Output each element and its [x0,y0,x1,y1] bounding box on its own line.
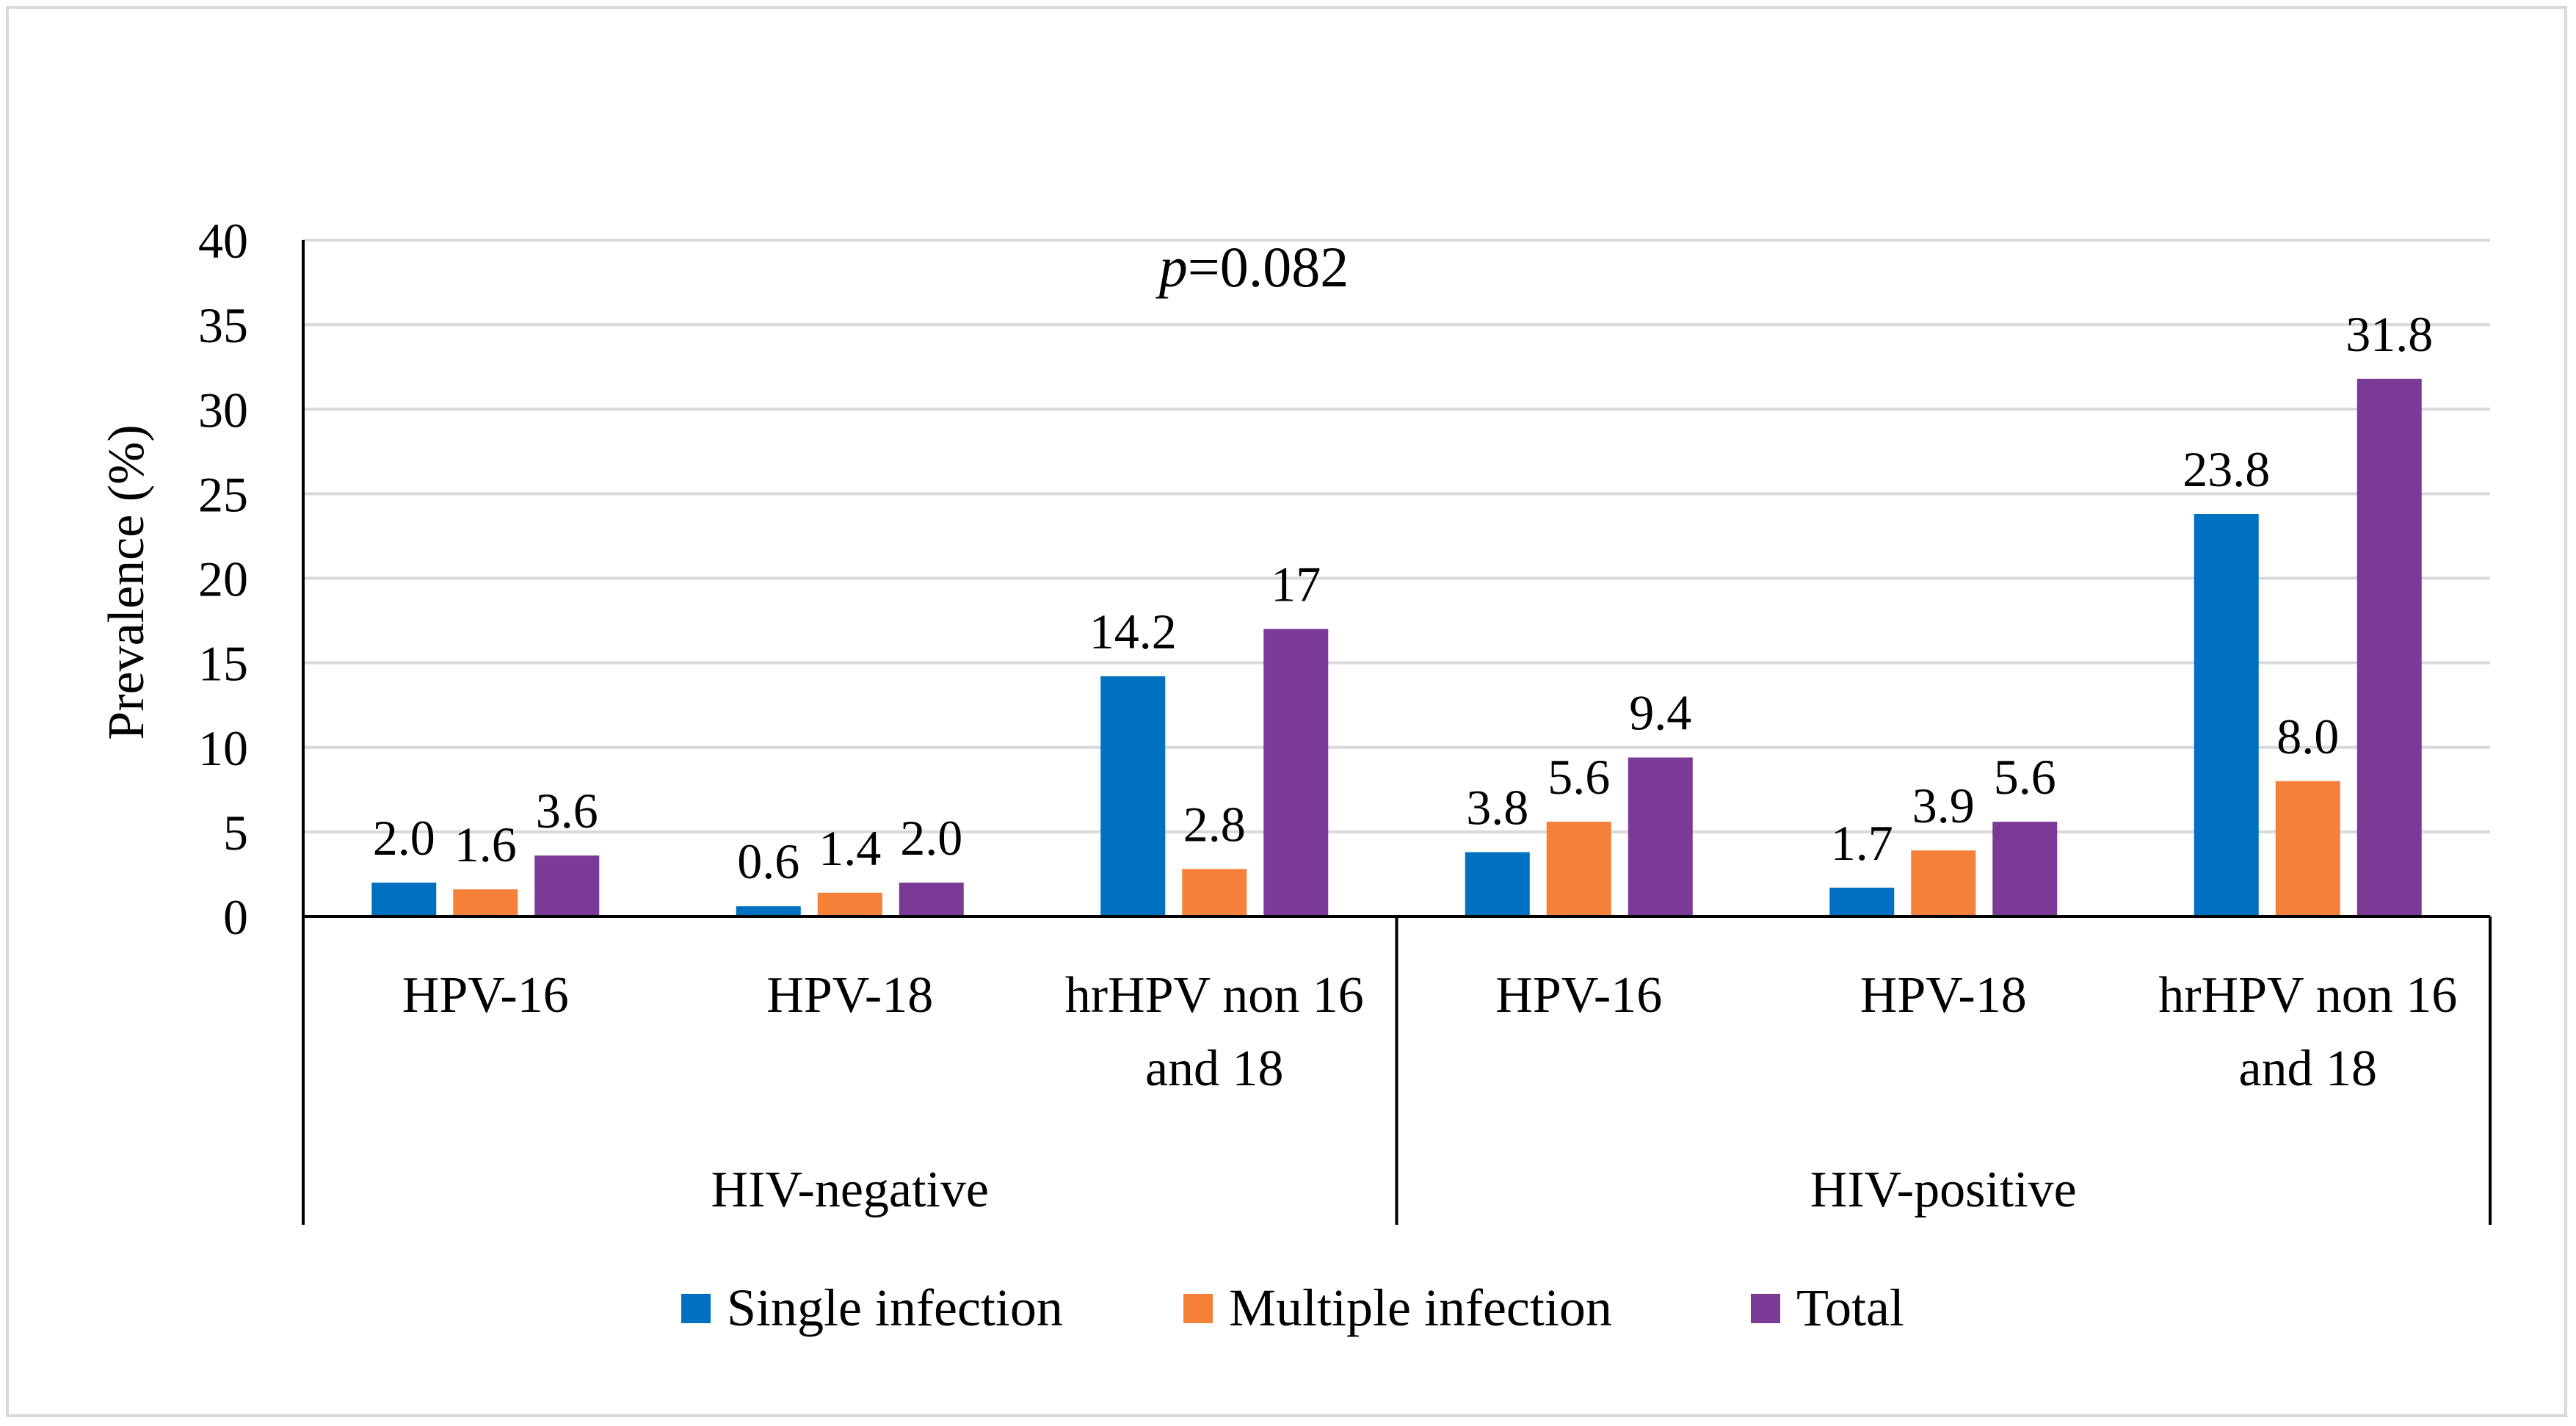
legend-swatch [1183,1294,1213,1323]
axes: 0 5 10 15 20 25 30 35 40 HPV-16 HPV-18 hrHPV non 16… [198,213,2492,1225]
bar [1911,850,1976,916]
group-label: HIV-negative [711,1162,989,1218]
data-label: 1.4 [819,820,881,876]
y-axis-title: Prevalence (%) [98,424,155,739]
legend-swatch [681,1294,711,1323]
bar [2357,378,2422,916]
category-label: hrHPV non 16 [1065,967,1364,1024]
bar [1546,822,1611,916]
y-tick-label: 30 [198,382,248,438]
p-value-italic: p [1155,235,1188,299]
data-label: 2.0 [900,810,962,866]
p-value-number: =0.082 [1188,235,1349,299]
bar [453,889,518,916]
data-label: 5.6 [1994,749,2056,805]
data-label: 3.6 [536,783,598,839]
data-label: 3.8 [1466,780,1528,836]
bar [1992,822,2058,916]
category-label: HPV-18 [1860,967,2027,1024]
data-label: 14.2 [1089,604,1177,659]
data-label: 31.8 [2345,306,2433,362]
bar [2194,514,2259,916]
category-label: and 18 [1145,1040,1284,1097]
bar [1829,887,1895,916]
bar [1628,757,1693,916]
bar [1182,869,1247,916]
legend-label: Single infection [727,1278,1063,1337]
data-label: 2.0 [373,810,435,866]
bar [534,855,600,916]
bars [371,378,2422,916]
category-label: hrHPV non 16 [2158,967,2457,1024]
bar [736,906,801,916]
group-label: HIV-positive [1810,1162,2077,1218]
y-tick-label: 25 [198,466,248,522]
legend-label: Total [1796,1278,1904,1337]
category-label: HPV-16 [1495,967,1662,1024]
data-label: 1.7 [1831,815,1893,871]
legend-label: Multiple infection [1229,1278,1612,1337]
legend-swatch [1751,1294,1780,1323]
legend: Single infection Multiple infection Total [681,1278,1904,1337]
p-value-annotation: p=0.082 [1155,235,1349,299]
data-label: 0.6 [737,833,799,889]
data-label: 23.8 [2183,441,2270,497]
data-label: 17 [1271,557,1321,612]
y-tick-label: 5 [223,805,248,861]
data-labels: 2.0 1.6 3.6 0.6 1.4 2.0 14.2 2.8 17 3.8 5.6 9.4 1.7 3… [373,306,2434,889]
data-label: 2.8 [1183,797,1246,853]
bar [371,882,437,916]
bar [817,892,882,916]
data-label: 8.0 [2276,709,2339,764]
y-tick-label: 15 [198,636,248,692]
gridlines [303,239,2490,833]
bar [899,882,964,916]
bar [2275,781,2340,916]
y-tick-label: 40 [198,213,248,269]
bar [1263,629,1329,916]
category-label: HPV-18 [766,967,933,1024]
bar [1465,852,1530,916]
y-tick-label: 10 [198,720,248,776]
data-label: 3.9 [1912,778,1975,833]
bar [1100,676,1166,916]
category-label: HPV-16 [402,967,569,1024]
category-label: and 18 [2238,1040,2377,1097]
y-tick-label: 35 [198,297,248,353]
y-tick-label: 20 [198,551,248,607]
data-label: 5.6 [1548,749,1610,805]
data-label: 9.4 [1629,685,1691,741]
y-tick-label: 0 [223,889,248,945]
data-label: 1.6 [454,817,517,872]
